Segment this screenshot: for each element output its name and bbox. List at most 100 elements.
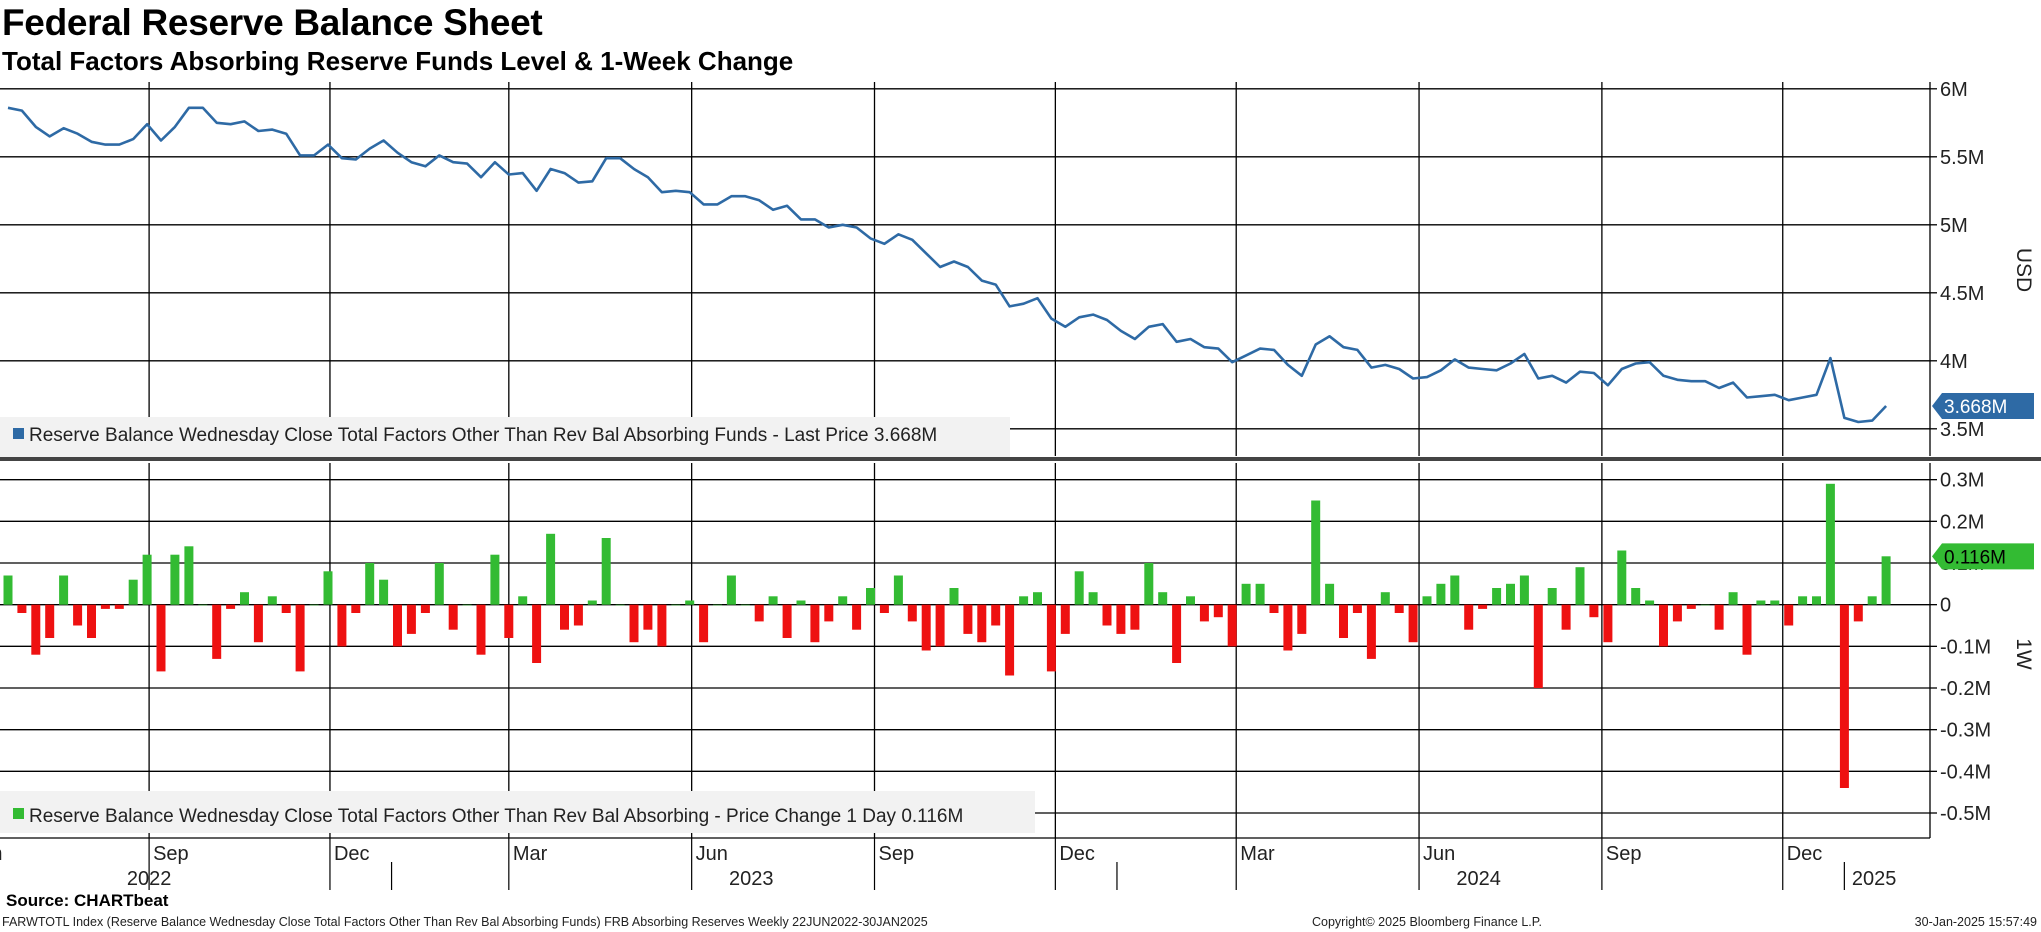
change-bar-positive [198,604,208,606]
change-last-price-tag: 0.116M [1932,543,2034,570]
x-month-label: Mar [1240,843,1275,865]
change-bar-negative [810,604,820,643]
copyright-note: Copyright© 2025 Bloomberg Finance L.P. [1312,915,1542,929]
change-bar-negative [337,604,347,647]
change-bar-positive [1617,550,1627,605]
level-axis-unit-label: USD [2012,248,2035,292]
change-bar-positive [587,600,597,605]
change-bar-negative [782,604,792,638]
change-tick-label: -0.2M [1940,678,1991,700]
change-gridlines [0,463,1930,838]
change-bar-negative [1533,604,1543,688]
change-bar-positive [462,604,472,606]
change-bar-positive [1158,592,1168,605]
change-bar-negative [1130,604,1140,630]
change-bar-negative [212,604,222,659]
change-bar-negative [1478,604,1488,609]
level-y-axis: 3.5M 4M 4.5M 5M 5.5M 6M [1929,79,1984,456]
change-bar-positive [601,538,611,605]
change-bar-negative [1714,604,1724,630]
change-bar-negative [1659,604,1668,647]
change-bar-positive [128,579,138,605]
change-bar-negative [1686,604,1696,609]
change-bar-positive [1241,583,1251,605]
change-bar-positive [309,604,319,606]
change-bar-negative [907,604,917,622]
change-bar-negative [17,604,27,613]
x-axis: Jun Sep Dec Mar Jun Sep Dec Mar Jun Sep Dec 2022 202… [0,837,1930,890]
change-bar-positive [685,600,695,605]
change-bar-positive [1436,583,1446,605]
change-bar-positive [866,588,875,605]
change-last-price-tag-shape [1932,543,2034,570]
change-bar-positive [323,571,333,605]
change-bar-positive [1770,600,1780,605]
change-bar-negative [1005,604,1015,676]
x-year-label: 2023 [729,868,774,890]
change-bar-negative [1839,604,1849,788]
level-tick-label: 4.5M [1940,283,1984,305]
change-legend-swatch [13,808,24,819]
change-bar-negative [824,604,834,622]
change-bar-positive [615,604,625,606]
x-month-label: Jun [1423,843,1455,865]
change-bar-positive [1825,483,1835,605]
change-bar-negative [1227,604,1237,647]
change-bar-positive [1325,583,1335,605]
change-bar-positive [490,554,500,605]
chart-title: Federal Reserve Balance Sheet [2,2,543,43]
change-legend: Reserve Balance Wednesday Close Total Fa… [0,791,1035,833]
change-bar-negative [448,604,458,630]
level-last-price-tag-shape [1932,392,2034,419]
change-legend-box [0,791,1035,833]
change-bar-negative [1297,604,1307,634]
change-bar-positive [671,604,681,606]
level-last-price-label: 3.668M [1944,397,2007,418]
change-bar-positive [1812,596,1821,605]
change-bar-positive [1144,563,1154,605]
change-bar-negative [1408,604,1418,643]
change-bar-negative [87,604,96,638]
change-bar-negative [921,604,931,651]
change-bar-negative [156,604,166,672]
change-bar-negative [1672,604,1682,622]
change-bar-positive [1450,575,1460,605]
change-bar-negative [393,604,402,647]
change-axis-unit-label: 1W [2012,638,2035,670]
change-bar-positive [1519,575,1529,605]
change-bar-negative [1784,604,1794,626]
change-bar-positive [170,554,180,605]
level-legend-text: Reserve Balance Wednesday Close Total Fa… [29,425,937,446]
change-bar-negative [991,604,1001,626]
change-legend-text: Reserve Balance Wednesday Close Total Fa… [29,806,963,827]
change-bar-negative [1589,604,1599,618]
change-bar-negative [1366,604,1376,659]
change-bar-negative [420,604,430,613]
change-bar-positive [726,575,736,605]
change-bar-positive [546,533,556,605]
change-bar-negative [1352,604,1362,613]
change-bar-positive [379,579,389,605]
change-bar-negative [476,604,486,655]
change-bar-positive [838,596,848,605]
change-bar-negative [351,604,361,613]
change-bar-positive [1645,600,1655,605]
change-bar-negative [295,604,305,672]
change-bar-negative [935,604,945,647]
change-bar-positive [1575,567,1585,605]
level-tick-label: 3.5M [1940,419,1984,441]
change-bar-negative [573,604,583,626]
change-bar-negative [1603,604,1613,643]
change-bar-positive [365,563,375,605]
change-bar-negative [699,604,709,643]
x-year-label: 2024 [1456,868,1501,890]
change-bar-negative [1742,604,1752,655]
level-gridlines [0,82,1930,456]
change-bar-negative [1199,604,1209,622]
level-legend-swatch [13,428,24,439]
x-month-label: Jun [696,843,728,865]
change-bar-positive [1867,596,1877,605]
